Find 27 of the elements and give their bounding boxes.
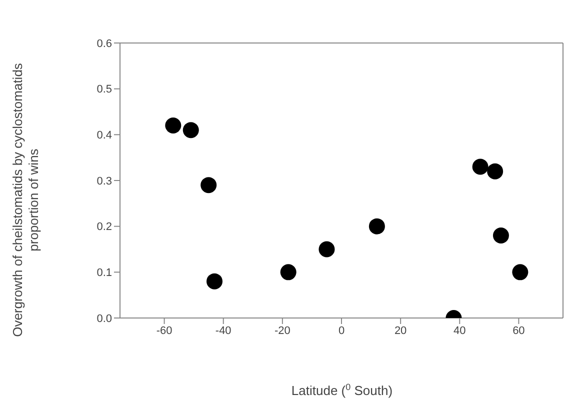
x-tick-label: -20: [274, 324, 290, 337]
y-tick-label: 0.3: [96, 175, 112, 188]
x-tick-label: 0: [338, 324, 345, 337]
x-tick-label: -60: [156, 324, 172, 337]
point: [472, 158, 488, 175]
point: [280, 264, 296, 280]
point: [368, 218, 385, 234]
y-tick-label: 0.6: [96, 38, 112, 50]
point: [165, 118, 182, 134]
point: [200, 177, 217, 194]
y-tick-label: 0.4: [96, 130, 112, 142]
y-tick-label: 0.1: [96, 267, 112, 280]
x-tick-label: -40: [215, 324, 232, 337]
x-tick-label: 20: [394, 324, 407, 337]
point: [318, 241, 335, 258]
x-tick-label: 60: [512, 324, 525, 337]
y-tick-label: 0.0: [96, 312, 112, 325]
point: [182, 122, 199, 138]
y-axis-title: Overgrowth of cheilstomatids by cyclostomatids proportion of wins: [10, 62, 41, 337]
point: [492, 228, 509, 244]
x-axis-title: Latitude ($^{0}$ South): [291, 382, 393, 398]
y-tick-label: 0.5: [96, 84, 112, 96]
y-tick-label: 0.2: [96, 221, 112, 234]
point: [206, 273, 223, 290]
point: [512, 264, 528, 280]
point: [487, 163, 504, 180]
x-tick-label: 40: [454, 324, 466, 337]
